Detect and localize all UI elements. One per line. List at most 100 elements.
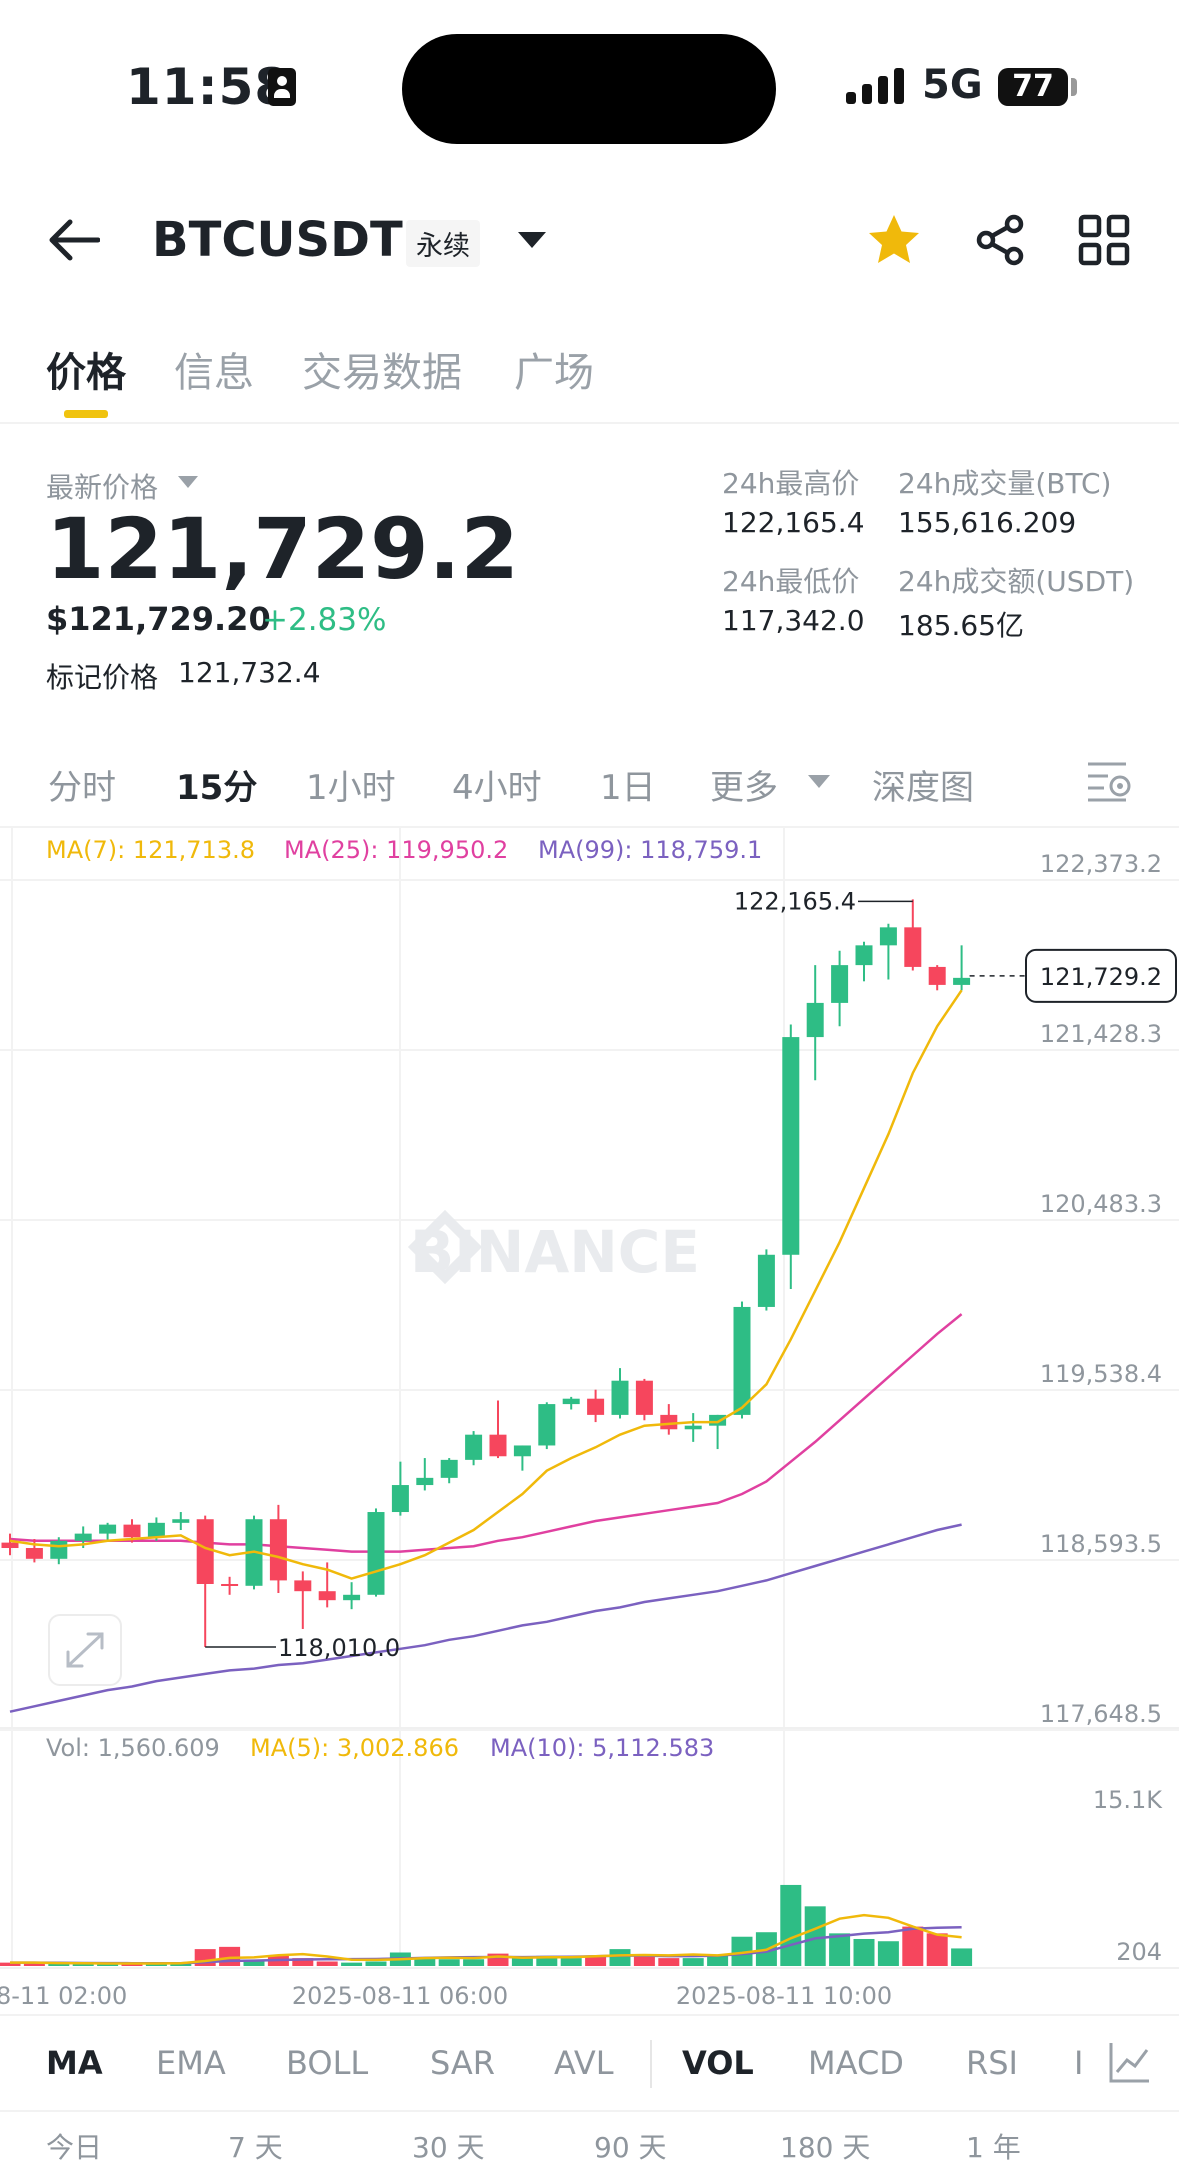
volume-bar <box>707 1955 729 1966</box>
chart-settings-icon[interactable] <box>1086 760 1132 802</box>
volume-bar <box>463 1959 485 1966</box>
ma7-line <box>9 989 963 1580</box>
chevron-down-icon[interactable] <box>808 775 830 788</box>
last-price-tag: 121,729.2 <box>1040 963 1162 991</box>
indicator-macd[interactable]: MACD <box>808 2044 904 2082</box>
indicator-sar[interactable]: SAR <box>430 2044 496 2082</box>
volume-ma5-line <box>10 1913 962 1965</box>
cellular-signal-icon <box>846 68 904 104</box>
ma99-legend: MA(99): 118,759.1 <box>538 836 763 864</box>
interval-15m[interactable]: 15分 <box>176 768 258 808</box>
grid-menu-icon[interactable] <box>1078 214 1130 266</box>
candle-body <box>489 1434 507 1457</box>
candle-body <box>782 1037 800 1255</box>
indicator-vol[interactable]: VOL <box>682 2044 754 2082</box>
volume-bar <box>121 1963 143 1966</box>
volume-bar <box>316 1961 338 1966</box>
candle-body <box>635 1380 653 1415</box>
interval-1d[interactable]: 1日 <box>600 768 656 808</box>
volume-bar <box>97 1963 119 1966</box>
last-price-box <box>1025 948 1177 1003</box>
contact-card-icon <box>268 68 296 106</box>
volume-bar <box>48 1963 70 1966</box>
indicator-ma[interactable]: MA <box>46 2044 103 2082</box>
candle-body <box>953 977 971 985</box>
stat-value-24h-turnover-usdt: 185.65亿 <box>898 609 1024 642</box>
interval-4h[interactable]: 4小时 <box>452 768 542 808</box>
candle-body <box>440 1459 458 1478</box>
price-axis-label: 117,648.5 <box>1040 1700 1162 1728</box>
low-price-label: 118,010.0 <box>278 1634 400 1662</box>
battery-tip <box>1071 78 1077 96</box>
stat-label-24h-low: 24h最低价 <box>722 565 860 598</box>
indicator-ema[interactable]: EMA <box>156 2044 226 2082</box>
period-today[interactable]: 今日 <box>46 2131 103 2164</box>
tab-square[interactable]: 广场 <box>514 350 594 396</box>
stat-label-24h-high: 24h最高价 <box>722 467 860 500</box>
candle-body <box>757 1254 775 1307</box>
contract-type-badge: 永续 <box>406 220 480 267</box>
latest-price-label[interactable]: 最新价格 <box>46 471 159 504</box>
volume-axis-label: 15.1K <box>1093 1786 1163 1814</box>
interval-1h[interactable]: 1小时 <box>306 768 396 808</box>
candle-body <box>879 927 897 946</box>
stat-value-24h-low: 117,342.0 <box>722 604 865 637</box>
share-icon[interactable] <box>972 212 1028 268</box>
volume-bar <box>585 1955 607 1966</box>
candle-body <box>172 1519 190 1523</box>
period-180d[interactable]: 180 天 <box>780 2131 871 2164</box>
indicator-boll[interactable]: BOLL <box>286 2044 369 2082</box>
fullscreen-button[interactable] <box>48 1614 122 1686</box>
volume-bar <box>72 1963 94 1966</box>
time-axis-label: 8-11 02:00 <box>0 1982 127 2010</box>
volume-bar <box>853 1938 875 1966</box>
candle-body <box>660 1414 678 1430</box>
symbol-title[interactable]: BTCUSDT <box>152 212 403 268</box>
candle-body <box>904 927 922 967</box>
indicator-rsi[interactable]: RSI <box>966 2044 1018 2082</box>
volume-bar <box>219 1946 241 1966</box>
price-axis-label: 122,373.2 <box>1040 850 1162 878</box>
candle-body <box>391 1485 409 1513</box>
usd-price: $121,729.20 <box>46 600 271 638</box>
period-1y[interactable]: 1 年 <box>966 2131 1021 2164</box>
chevron-down-icon[interactable] <box>518 232 546 248</box>
candle-body <box>465 1434 483 1460</box>
indicator-more[interactable]: I <box>1074 2044 1084 2082</box>
volume-bar <box>438 1959 460 1966</box>
volume-bar <box>536 1955 558 1966</box>
interval-more[interactable]: 更多 <box>710 768 778 808</box>
favorite-star-icon[interactable] <box>866 212 922 268</box>
volume-ma5-legend: MA(5): 3,002.866 <box>250 1734 459 1762</box>
period-90d[interactable]: 90 天 <box>594 2131 667 2164</box>
candle-body <box>25 1548 43 1559</box>
divider <box>0 2014 1179 2016</box>
network-type: 5G <box>922 62 983 108</box>
chevron-down-icon[interactable] <box>178 476 198 488</box>
ma99-line <box>9 1523 962 1713</box>
price-axis-label: 121,428.3 <box>1040 1020 1162 1048</box>
interval-line[interactable]: 分时 <box>48 768 116 808</box>
volume-bar <box>414 1958 436 1966</box>
tab-price[interactable]: 价格 <box>46 350 126 396</box>
volume-bar <box>682 1958 704 1966</box>
battery-icon: 77 <box>998 68 1068 106</box>
indicator-avl[interactable]: AVL <box>554 2044 614 2082</box>
volume-axis-label: 204 <box>1116 1938 1162 1966</box>
volume-bar <box>926 1933 948 1966</box>
period-30d[interactable]: 30 天 <box>412 2131 485 2164</box>
indicator-settings-icon[interactable] <box>1108 2040 1152 2084</box>
price-axis-label: 120,483.3 <box>1040 1190 1162 1218</box>
period-7d[interactable]: 7 天 <box>228 2131 283 2164</box>
back-arrow-icon[interactable] <box>48 218 100 262</box>
candle-body <box>587 1398 605 1415</box>
dynamic-island <box>402 34 776 144</box>
divider <box>650 2040 652 2088</box>
tab-info[interactable]: 信息 <box>174 350 254 396</box>
tab-trading-data[interactable]: 交易数据 <box>302 350 462 396</box>
depth-chart-tab[interactable]: 深度图 <box>872 768 974 808</box>
price-axis-label: 118,593.5 <box>1040 1530 1162 1558</box>
active-tab-indicator <box>64 410 108 418</box>
candle-body <box>123 1524 141 1538</box>
